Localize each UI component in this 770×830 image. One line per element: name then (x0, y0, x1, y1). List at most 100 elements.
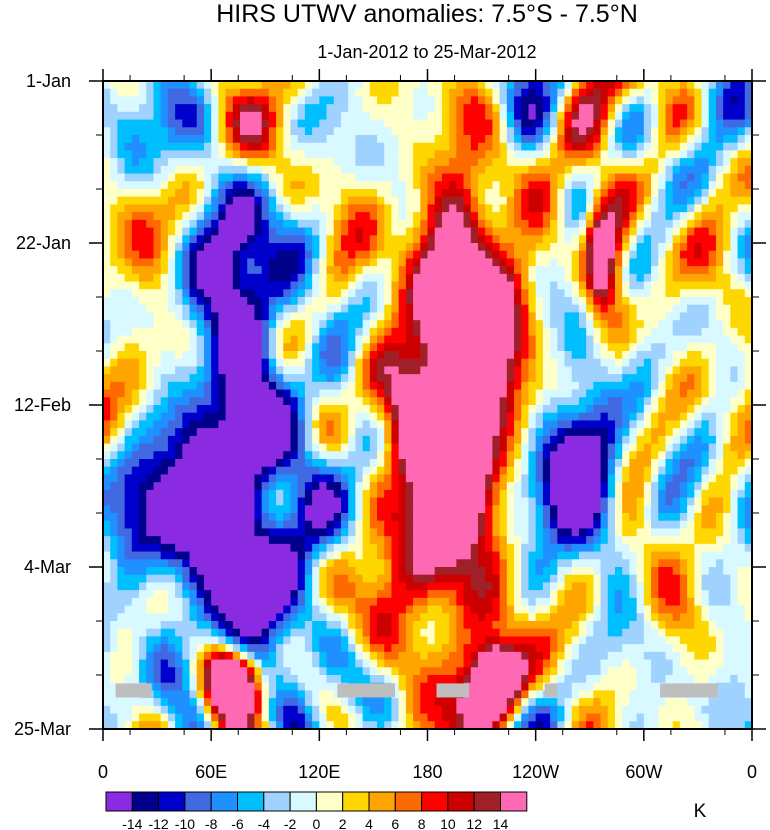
field-cell (651, 389, 659, 398)
field-cell (139, 142, 147, 152)
field-cell (449, 304, 457, 314)
field-cell (254, 158, 263, 167)
field-cell (514, 212, 522, 221)
field-cell (319, 374, 328, 383)
field-cell (124, 343, 133, 352)
field-cell (117, 304, 126, 314)
field-cell (629, 281, 638, 290)
field-cell (146, 451, 155, 460)
field-cell (506, 420, 515, 429)
field-cell (715, 443, 724, 452)
field-cell (614, 343, 623, 352)
field-cell (304, 289, 313, 298)
field-cell (687, 119, 695, 128)
field-cell (131, 420, 140, 429)
field-cell (723, 127, 731, 136)
field-cell (175, 196, 183, 206)
field-cell (744, 358, 752, 368)
field-cell (715, 281, 724, 290)
field-cell (398, 466, 407, 476)
field-cell (225, 81, 234, 90)
field-cell (340, 304, 349, 314)
field-cell (586, 96, 594, 105)
field-cell (651, 212, 659, 221)
field-cell (658, 258, 667, 267)
field-cell (312, 96, 320, 105)
field-cell (651, 497, 659, 506)
field-cell (268, 312, 277, 321)
field-cell (434, 466, 443, 476)
field-cell (679, 266, 688, 275)
field-cell (413, 196, 421, 206)
field-cell (477, 235, 486, 244)
field-cell (629, 173, 638, 182)
field-cell (182, 235, 191, 244)
field-cell (499, 173, 508, 182)
field-cell (297, 212, 306, 221)
field-cell (550, 250, 558, 260)
field-cell (362, 459, 371, 468)
field-cell (470, 158, 479, 167)
field-cell (708, 258, 717, 267)
field-cell (521, 227, 530, 236)
field-cell (715, 165, 724, 175)
field-cell (232, 405, 241, 414)
field-cell (413, 474, 421, 483)
field-cell (326, 297, 335, 306)
field-cell (312, 428, 320, 437)
field-cell (701, 189, 710, 198)
field-cell (744, 189, 752, 198)
field-cell (708, 158, 717, 167)
field-cell (333, 327, 342, 337)
field-cell (117, 219, 126, 229)
field-cell (362, 358, 371, 368)
field-cell (189, 266, 198, 275)
field-cell (189, 258, 198, 267)
field-cell (333, 96, 342, 105)
field-cell (564, 189, 573, 198)
field-cell (348, 111, 356, 121)
field-cell (182, 489, 191, 499)
field-cell (124, 88, 133, 98)
field-cell (651, 158, 659, 167)
field-cell (247, 273, 256, 283)
field-cell (701, 459, 710, 468)
field-cell (521, 312, 530, 321)
field-cell (196, 459, 205, 468)
field-cell (557, 81, 566, 90)
field-cell (477, 165, 486, 175)
field-cell (463, 227, 472, 236)
field-cell (196, 374, 205, 383)
field-cell (449, 459, 457, 468)
field-cell (441, 443, 450, 452)
field-cell (485, 88, 493, 98)
field-cell (420, 335, 429, 344)
field-cell (167, 381, 176, 391)
field-cell (413, 165, 421, 175)
field-cell (304, 397, 313, 406)
field-cell (744, 289, 752, 298)
field-cell (247, 219, 256, 229)
field-cell (499, 420, 508, 429)
field-cell (398, 235, 407, 244)
field-cell (146, 474, 155, 483)
field-cell (167, 451, 176, 460)
field-cell (687, 235, 695, 244)
field-cell (268, 327, 277, 337)
field-cell (550, 158, 558, 167)
field-cell (391, 451, 400, 460)
field-cell (427, 219, 436, 229)
field-cell (593, 243, 602, 252)
field-cell (398, 181, 407, 190)
field-cell (261, 374, 270, 383)
field-cell (290, 374, 299, 383)
field-cell (571, 482, 580, 491)
field-cell (672, 104, 681, 113)
field-cell (449, 420, 457, 429)
field-cell (124, 405, 133, 414)
field-cell (413, 420, 421, 429)
field-cell (715, 273, 724, 283)
field-cell (413, 351, 421, 360)
field-cell (218, 127, 227, 136)
field-cell (636, 428, 645, 437)
